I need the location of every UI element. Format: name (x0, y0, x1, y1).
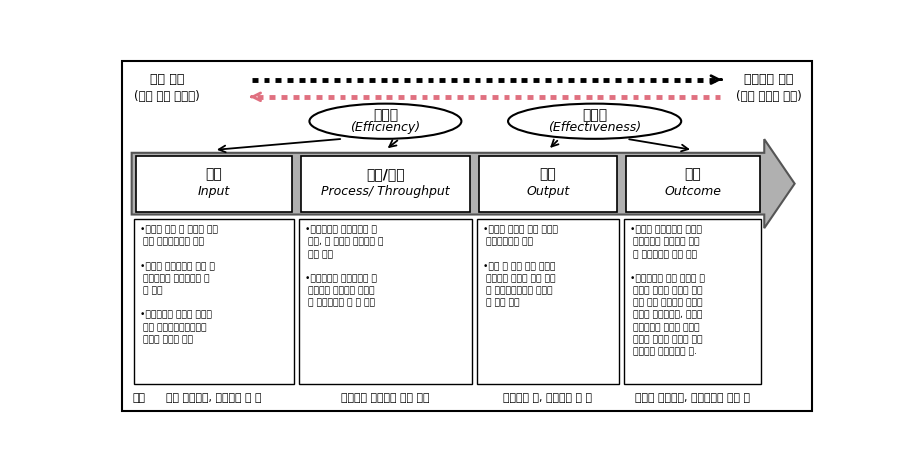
Text: •필요한 재원 및 인력이 계획
 대로 집행되었는지 평가

•사업의 최종산출을 위한 중
 간투입물의 목표달성에 대
 한 평가

•투입지표의 설정은: •필요한 재원 및 인력이 계획 대로 집행되었는지 평가 •사업의 최종산출을… (140, 226, 218, 344)
Text: (Efficiency): (Efficiency) (350, 121, 420, 134)
Text: 예시: 예시 (132, 392, 145, 403)
Text: •사업이 목표한 최종 산출을
 달성했는지를 평가

•예산 및 인력 등의 투입에
 비례하여 목표한 최종 산출
 이 이루어졌는가를 평가하
 는 것이: •사업이 목표한 최종 산출을 달성했는지를 평가 •예산 및 인력 등의 투입… (483, 226, 558, 308)
Text: 학술지 게재실적, 연구산출을 활용 등: 학술지 게재실적, 연구산출을 활용 등 (635, 392, 750, 403)
Text: 투입: 투입 (205, 168, 222, 182)
Text: Outcome: Outcome (663, 185, 721, 198)
Text: 산출: 산출 (539, 168, 556, 182)
Text: •사업의 최종산출을 통해서
 궁극적으로 얻으려는 성과
 의 달성여부에 대한 평가

•결과지표는 특정 사업의 추
 진으로 발생한 재화나 서비
 스: •사업의 최종산출을 통해서 궁극적으로 얻으려는 성과 의 달성여부에 대한 … (630, 226, 704, 356)
FancyBboxPatch shape (476, 219, 618, 384)
Text: •사업추진을 단계적으로 나
 누어, 각 단계의 목표달성 여
 부를 평가

•과정지표는 사업추진의 중
 간점검이 목적이며 궁극적
 인 성과지표는 : •사업추진을 단계적으로 나 누어, 각 단계의 목표달성 여 부를 평가 •과… (304, 226, 383, 308)
Text: 활동/과정: 활동/과정 (365, 168, 404, 182)
Text: 바람직한 지표: 바람직한 지표 (743, 73, 793, 86)
FancyBboxPatch shape (136, 156, 292, 212)
Text: 효과성: 효과성 (581, 109, 607, 123)
Text: Output: Output (526, 185, 569, 198)
Text: (높은 통제 가능성): (높은 통제 가능성) (134, 90, 200, 103)
FancyBboxPatch shape (478, 156, 617, 212)
Text: (통제 가능성 낮음): (통제 가능성 낮음) (735, 90, 801, 103)
FancyBboxPatch shape (624, 219, 761, 384)
FancyBboxPatch shape (134, 219, 293, 384)
FancyBboxPatch shape (299, 219, 471, 384)
Text: 결과: 결과 (684, 168, 701, 182)
Text: 측정 용이: 측정 용이 (149, 73, 184, 86)
Ellipse shape (507, 103, 681, 139)
Text: 연구 투입예산, 연구인원 수 등: 연구 투입예산, 연구인원 수 등 (166, 392, 261, 403)
Text: Input: Input (198, 185, 230, 198)
Ellipse shape (309, 103, 461, 139)
Polygon shape (131, 139, 793, 228)
Text: 효율성: 효율성 (373, 109, 397, 123)
Text: (Effectiveness): (Effectiveness) (548, 121, 640, 134)
Text: 연구과제 수, 학술발표 수 등: 연구과제 수, 학술발표 수 등 (503, 392, 592, 403)
Text: 연구과제 효율적인 실행 정도: 연구과제 효율적인 실행 정도 (341, 392, 429, 403)
FancyBboxPatch shape (301, 156, 470, 212)
FancyBboxPatch shape (625, 156, 759, 212)
Text: Process/ Throughput: Process/ Throughput (321, 185, 449, 198)
